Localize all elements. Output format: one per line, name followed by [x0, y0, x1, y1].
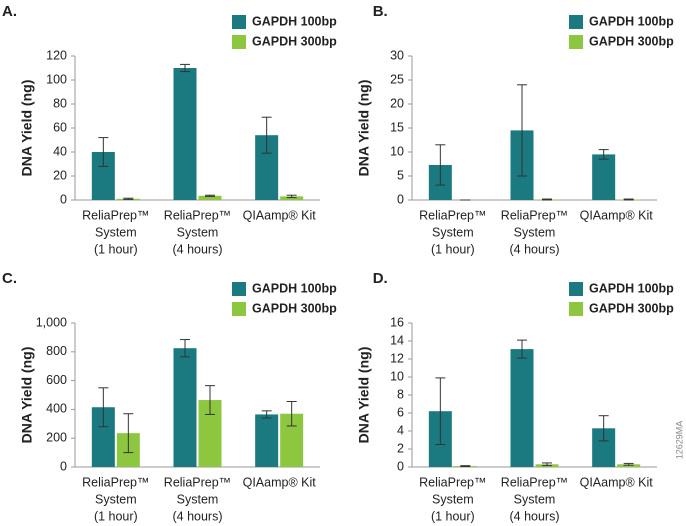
y-tick-label: 100 — [46, 72, 67, 86]
legend-label: GAPDH 300bp — [589, 301, 674, 315]
y-tick-label: 200 — [46, 430, 67, 444]
y-tick-label: 0 — [397, 192, 404, 206]
y-tick-label: 0 — [397, 459, 404, 473]
x-tick-label: QIAamp® Kit — [580, 475, 654, 489]
x-tick-label: (1 hour) — [94, 242, 138, 256]
y-tick-label: 800 — [46, 344, 67, 358]
x-tick-label: System — [432, 492, 474, 506]
legend-swatch — [232, 35, 246, 49]
x-tick-label: ReliaPrep™ — [82, 475, 149, 489]
x-tick-label: ReliaPrep™ — [164, 208, 231, 222]
x-tick-label: System — [432, 225, 474, 239]
y-tick-label: 2 — [397, 441, 404, 455]
y-tick-label: 14 — [390, 333, 404, 347]
x-tick-label: (1 hour) — [431, 509, 475, 523]
x-tick-label: System — [177, 225, 219, 239]
x-tick-label: ReliaPrep™ — [419, 475, 486, 489]
x-tick-label: (4 hours) — [172, 509, 222, 523]
bar — [91, 152, 115, 200]
watermark: 12629MA — [674, 421, 684, 460]
legend-swatch — [569, 15, 583, 29]
y-tick-label: 20 — [390, 96, 404, 110]
legend-swatch — [569, 282, 583, 296]
legend-label: GAPDH 300bp — [252, 301, 337, 315]
y-tick-label: 5 — [397, 168, 404, 182]
x-tick-label: ReliaPrep™ — [82, 208, 149, 222]
x-tick-label: System — [95, 492, 137, 506]
x-tick-label: ReliaPrep™ — [419, 208, 486, 222]
y-tick-label: 10 — [390, 144, 404, 158]
bar — [173, 68, 197, 200]
x-tick-label: ReliaPrep™ — [501, 208, 568, 222]
legend-swatch — [232, 282, 246, 296]
legend-swatch — [232, 302, 246, 316]
x-tick-label: (4 hours) — [509, 242, 559, 256]
bar — [510, 349, 534, 467]
y-tick-label: 1,000 — [36, 315, 67, 329]
y-tick-label: 4 — [397, 423, 404, 437]
x-tick-label: System — [177, 492, 219, 506]
x-tick-label: (1 hour) — [94, 509, 138, 523]
y-tick-label: 15 — [390, 120, 404, 134]
y-axis-label: DNA Yield (ng) — [356, 80, 372, 177]
y-tick-label: 10 — [390, 369, 404, 383]
y-tick-label: 6 — [397, 405, 404, 419]
legend-label: GAPDH 100bp — [252, 14, 337, 28]
y-tick-label: 16 — [390, 315, 404, 329]
y-tick-label: 400 — [46, 402, 67, 416]
y-tick-label: 0 — [60, 192, 67, 206]
x-tick-label: System — [514, 225, 556, 239]
y-axis-label: DNA Yield (ng) — [19, 80, 35, 177]
x-tick-label: (1 hour) — [431, 242, 475, 256]
panel-label: A. — [2, 3, 17, 20]
y-tick-label: 8 — [397, 387, 404, 401]
panel-label: B. — [373, 3, 388, 20]
y-axis-label: DNA Yield (ng) — [19, 347, 35, 444]
y-tick-label: 30 — [390, 48, 404, 62]
bar — [91, 407, 115, 467]
y-axis-label: DNA Yield (ng) — [356, 347, 372, 444]
y-tick-label: 25 — [390, 72, 404, 86]
legend-swatch — [569, 35, 583, 49]
legend-label: GAPDH 100bp — [252, 281, 337, 295]
y-tick-label: 0 — [60, 459, 67, 473]
x-tick-label: System — [95, 225, 137, 239]
legend-label: GAPDH 100bp — [589, 281, 674, 295]
y-tick-label: 12 — [390, 351, 404, 365]
bar — [255, 414, 279, 467]
x-tick-label: QIAamp® Kit — [580, 208, 654, 222]
x-tick-label: QIAamp® Kit — [243, 208, 317, 222]
y-tick-label: 60 — [53, 120, 67, 134]
y-tick-label: 120 — [46, 48, 67, 62]
legend-label: GAPDH 300bp — [252, 34, 337, 48]
legend-label: GAPDH 100bp — [589, 14, 674, 28]
legend-label: GAPDH 300bp — [589, 34, 674, 48]
legend-swatch — [232, 15, 246, 29]
y-tick-label: 40 — [53, 144, 67, 158]
panel-label: D. — [373, 270, 388, 287]
y-tick-label: 20 — [53, 168, 67, 182]
bar — [173, 348, 197, 467]
x-tick-label: (4 hours) — [172, 242, 222, 256]
panel-label: C. — [2, 270, 17, 287]
y-tick-label: 80 — [53, 96, 67, 110]
bar — [198, 195, 222, 200]
bar — [280, 196, 304, 200]
bar — [198, 400, 222, 467]
x-tick-label: (4 hours) — [509, 509, 559, 523]
bar — [280, 413, 304, 467]
bar — [592, 154, 616, 200]
x-tick-label: System — [514, 492, 556, 506]
legend-swatch — [569, 302, 583, 316]
x-tick-label: QIAamp® Kit — [243, 475, 317, 489]
x-tick-label: ReliaPrep™ — [501, 475, 568, 489]
bar — [592, 428, 616, 467]
y-tick-label: 600 — [46, 373, 67, 387]
bar — [255, 135, 279, 200]
x-tick-label: ReliaPrep™ — [164, 475, 231, 489]
